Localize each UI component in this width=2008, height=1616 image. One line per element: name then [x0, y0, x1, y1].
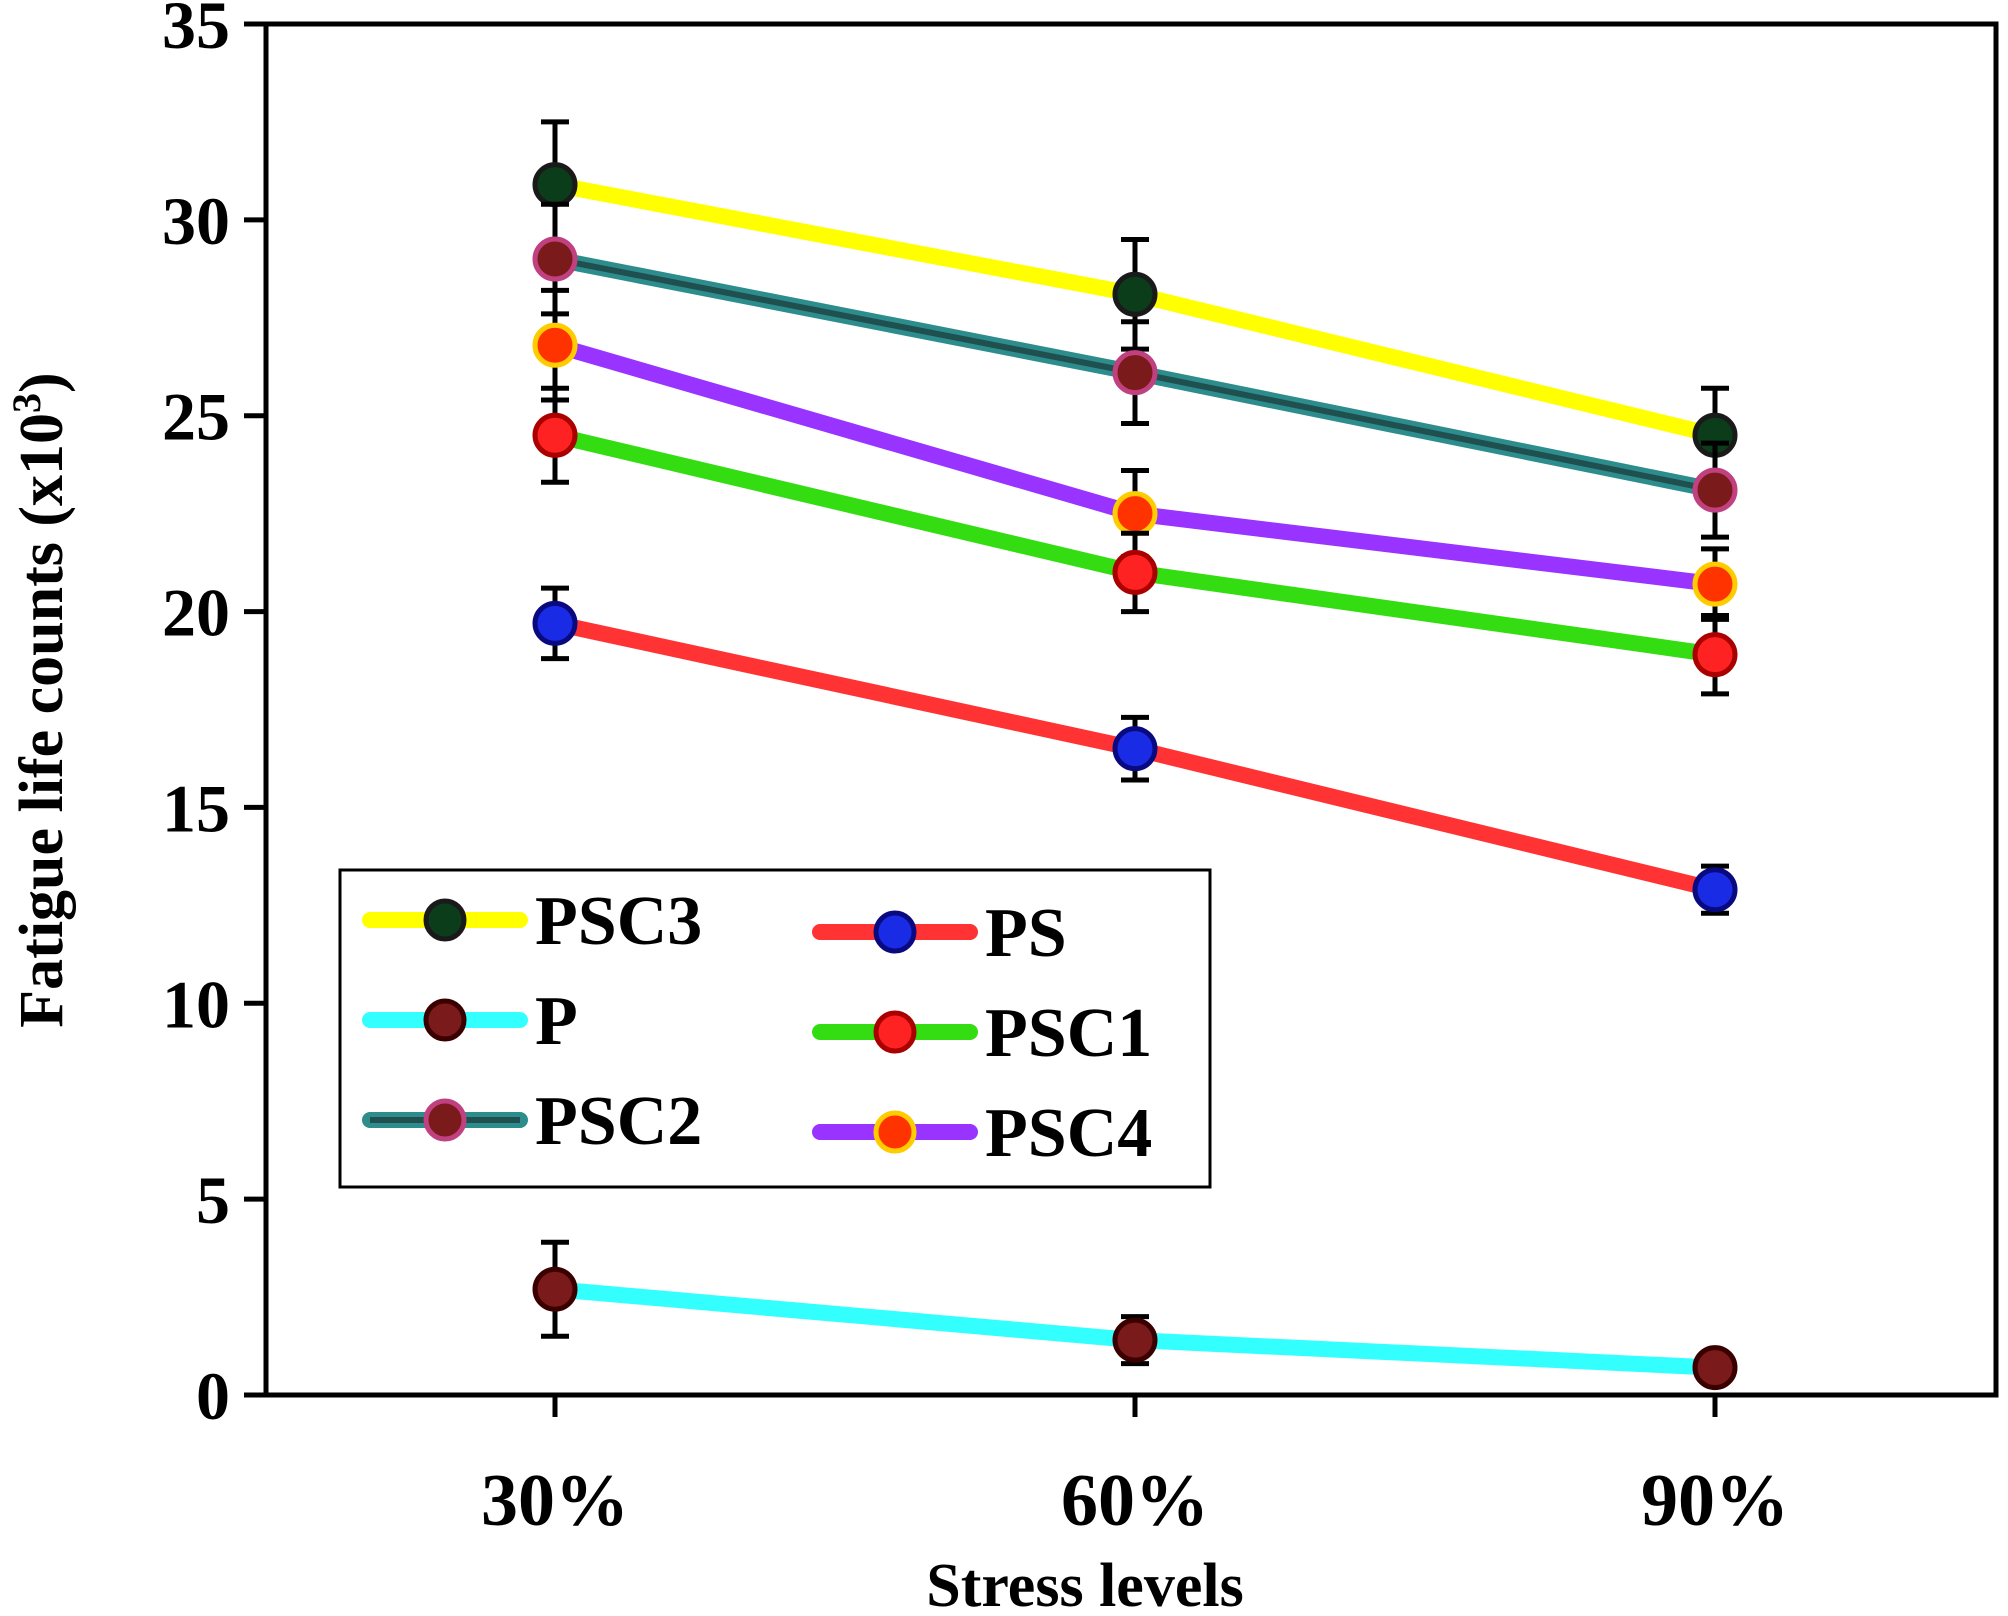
data-point-psc4: [532, 322, 578, 368]
y-axis-label-main: Fatigue life counts (x10: [8, 413, 76, 1028]
legend-label-p: P: [535, 983, 578, 1060]
data-point-p: [532, 1266, 578, 1312]
data-point-p: [1112, 1317, 1158, 1363]
data-point-psc2: [532, 236, 578, 282]
legend-marker-psc1: [873, 1010, 917, 1054]
data-point-psc4: [1692, 561, 1738, 607]
y-tick-label: 35: [162, 0, 230, 63]
legend-label-psc3: PSC3: [535, 883, 702, 960]
x-tick-label: 30%: [481, 1460, 629, 1542]
y-tick-label: 15: [162, 770, 230, 846]
legend-label-psc4: PSC4: [985, 1095, 1152, 1172]
data-point-psc1: [1692, 632, 1738, 678]
y-tick-label: 10: [162, 966, 230, 1042]
y-axis-label: Fatigue life counts (x103): [4, 372, 76, 1027]
x-axis-ticks: 30% 60% 90%: [481, 1395, 1789, 1542]
y-tick-label: 25: [162, 379, 230, 455]
legend-label-psc2: PSC2: [535, 1083, 702, 1160]
x-axis-label: Stress levels: [926, 1552, 1243, 1616]
y-tick-label: 30: [162, 183, 230, 259]
legend-marker-ps: [873, 910, 917, 954]
legend-label-ps: PS: [985, 895, 1067, 972]
legend: PSC3 PS P PSC1 PSC2 PSC4: [338, 868, 1212, 1189]
data-point-ps: [1692, 867, 1738, 913]
data-point-psc4: [1112, 491, 1158, 537]
data-point-ps: [1112, 726, 1158, 772]
legend-marker-psc3: [423, 898, 467, 942]
data-point-psc3: [532, 162, 578, 208]
y-axis-label-superscript: 3: [4, 393, 49, 413]
legend-label-psc1: PSC1: [985, 995, 1152, 1072]
series-layer: [532, 119, 1738, 1391]
y-axis-label-close: ): [8, 372, 76, 393]
y-tick-label: 20: [162, 575, 230, 651]
legend-marker-p: [423, 998, 467, 1042]
y-tick-label: 5: [196, 1162, 230, 1238]
legend-marker-psc2: [423, 1098, 467, 1142]
x-tick-label: 90%: [1641, 1460, 1789, 1542]
y-tick-label: 0: [196, 1358, 230, 1434]
plot-area-frame: [263, 21, 1999, 1398]
data-point-psc2: [1692, 467, 1738, 513]
y-axis-ticks: 0 5 10 15 20 25 30 35: [162, 0, 266, 1434]
data-point-psc1: [532, 412, 578, 458]
data-point-ps: [532, 600, 578, 646]
data-point-p: [1692, 1345, 1738, 1391]
data-point-psc1: [1112, 549, 1158, 595]
data-point-psc2: [1112, 350, 1158, 396]
data-point-psc3: [1112, 271, 1158, 317]
legend-marker-psc4: [873, 1110, 917, 1154]
x-tick-label: 60%: [1061, 1460, 1209, 1542]
